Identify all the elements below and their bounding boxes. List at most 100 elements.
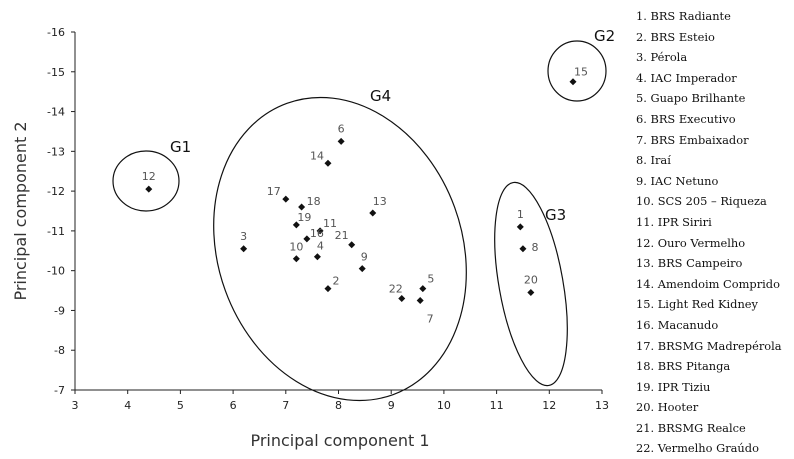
x-tick-label: 13 xyxy=(595,399,609,412)
legend-item: 7. BRS Embaixador xyxy=(636,132,749,147)
legend-item: 4. IAC Imperador xyxy=(636,70,737,85)
x-axis-label: Principal component 1 xyxy=(250,431,429,450)
point-label-5: 5 xyxy=(427,273,434,286)
group-ellipse-g1 xyxy=(112,150,180,212)
group-label-g4: G4 xyxy=(370,87,391,105)
point-label-2: 2 xyxy=(332,275,339,288)
x-tick-label: 11 xyxy=(490,399,504,412)
y-axis-ticks: -16 -15 -14 -13 -12 -11 -10 -9 -8 -7 xyxy=(47,26,75,397)
data-point-15 xyxy=(569,78,577,86)
legend-item: 22. Vermelho Graúdo xyxy=(636,441,759,456)
point-label-14: 14 xyxy=(310,149,324,162)
data-point-12 xyxy=(145,185,153,193)
legend-item: 10. SCS 205 – Riqueza xyxy=(636,194,767,209)
point-label-18: 18 xyxy=(307,195,321,208)
group-ellipse-g2 xyxy=(547,40,607,102)
data-point-21 xyxy=(348,241,356,249)
data-point-7 xyxy=(416,297,424,304)
group-ellipse-g4 xyxy=(213,96,467,402)
x-axis-ticks: 3 4 5 6 7 8 9 10 11 12 13 xyxy=(72,390,609,412)
point-label-4: 4 xyxy=(317,240,324,253)
data-point-6 xyxy=(337,137,345,145)
y-tick-label: -11 xyxy=(47,225,65,238)
y-tick-label: -10 xyxy=(47,265,65,278)
point-label-6: 6 xyxy=(338,122,345,135)
y-tick-label: -16 xyxy=(47,26,65,39)
legend-item: 13. BRS Campeiro xyxy=(636,256,743,271)
legend-item: 20. Hooter xyxy=(636,400,699,415)
legend-item: 8. Iraí xyxy=(636,153,671,168)
point-label-21: 21 xyxy=(335,229,349,242)
x-tick-label: 7 xyxy=(282,399,289,412)
x-tick-label: 4 xyxy=(124,399,131,412)
x-tick-label: 10 xyxy=(437,399,451,412)
legend-item: 16. Macanudo xyxy=(636,317,719,332)
group-label-g3: G3 xyxy=(545,206,566,224)
y-tick-label: -14 xyxy=(47,106,65,119)
data-point-17 xyxy=(282,195,290,203)
y-tick-label: -7 xyxy=(54,384,65,397)
data-point-8 xyxy=(519,245,527,253)
legend-item: 11. IPR Siriri xyxy=(636,214,712,229)
legend-item: 21. BRSMG Realce xyxy=(636,420,746,435)
point-label-1: 1 xyxy=(517,208,524,221)
group-label-g2: G2 xyxy=(594,27,615,45)
point-label-20: 20 xyxy=(524,274,538,287)
data-point-20 xyxy=(527,289,535,297)
legend-item: 15. Light Red Kidney xyxy=(636,297,758,312)
point-label-12: 12 xyxy=(142,170,156,183)
x-tick-label: 12 xyxy=(542,399,556,412)
legend-item: 12. Ouro Vermelho xyxy=(636,235,746,250)
group-ellipses: G1 G2 G3 G4 xyxy=(112,27,615,402)
x-tick-label: 3 xyxy=(72,399,79,412)
y-tick-label: -8 xyxy=(54,344,65,357)
point-label-9: 9 xyxy=(361,251,368,264)
legend-item: 19. IPR Tiziu xyxy=(636,379,711,394)
point-label-19: 19 xyxy=(297,211,311,224)
point-label-22: 22 xyxy=(389,283,403,296)
x-tick-label: 9 xyxy=(388,399,395,412)
data-point-2 xyxy=(324,285,332,293)
x-tick-label: 5 xyxy=(177,399,184,412)
data-point-1 xyxy=(516,223,524,231)
data-point-13 xyxy=(369,209,377,217)
legend-item: 14. Amendoim Comprido xyxy=(636,276,780,291)
point-label-8: 8 xyxy=(531,241,538,254)
point-label-17: 17 xyxy=(267,185,281,198)
legend-item: 17. BRSMG Madrepérola xyxy=(636,338,782,353)
point-label-10: 10 xyxy=(289,241,303,254)
point-label-3: 3 xyxy=(240,230,247,243)
legend: 1. BRS Radiante 2. BRS Esteio 3. Pérola 4. … xyxy=(636,6,794,459)
y-tick-label: -13 xyxy=(47,145,65,158)
data-point-18 xyxy=(298,203,306,211)
data-point-4 xyxy=(313,253,321,261)
data-point-10 xyxy=(292,255,300,263)
legend-item: 5. Guapo Brilhante xyxy=(636,91,746,106)
data-point-22 xyxy=(398,295,406,303)
data-point-5 xyxy=(419,285,427,293)
y-tick-label: -9 xyxy=(54,304,65,317)
y-tick-label: -12 xyxy=(47,185,65,198)
legend-item: 1. BRS Radiante xyxy=(636,9,731,23)
group-label-g1: G1 xyxy=(170,138,191,156)
legend-item: 6. BRS Executivo xyxy=(636,111,736,126)
data-point-14 xyxy=(324,159,332,167)
data-point-16 xyxy=(303,235,311,243)
group-ellipse-g3 xyxy=(494,181,568,387)
y-axis-label: Principal component 2 xyxy=(11,121,30,300)
point-label-16: 16 xyxy=(310,227,324,240)
legend-item: 9. IAC Netuno xyxy=(636,173,719,188)
point-label-13: 13 xyxy=(373,195,387,208)
legend-item: 2. BRS Esteio xyxy=(636,29,715,44)
data-point-11 xyxy=(316,227,324,235)
data-point-9 xyxy=(358,265,366,273)
x-tick-label: 6 xyxy=(230,399,237,412)
point-label-11: 11 xyxy=(323,217,337,230)
legend-item: 18. BRS Pitanga xyxy=(636,359,731,374)
x-tick-label: 8 xyxy=(335,399,342,412)
data-point-3 xyxy=(240,245,248,253)
data-point-19 xyxy=(292,221,300,229)
y-tick-label: -15 xyxy=(47,66,65,79)
